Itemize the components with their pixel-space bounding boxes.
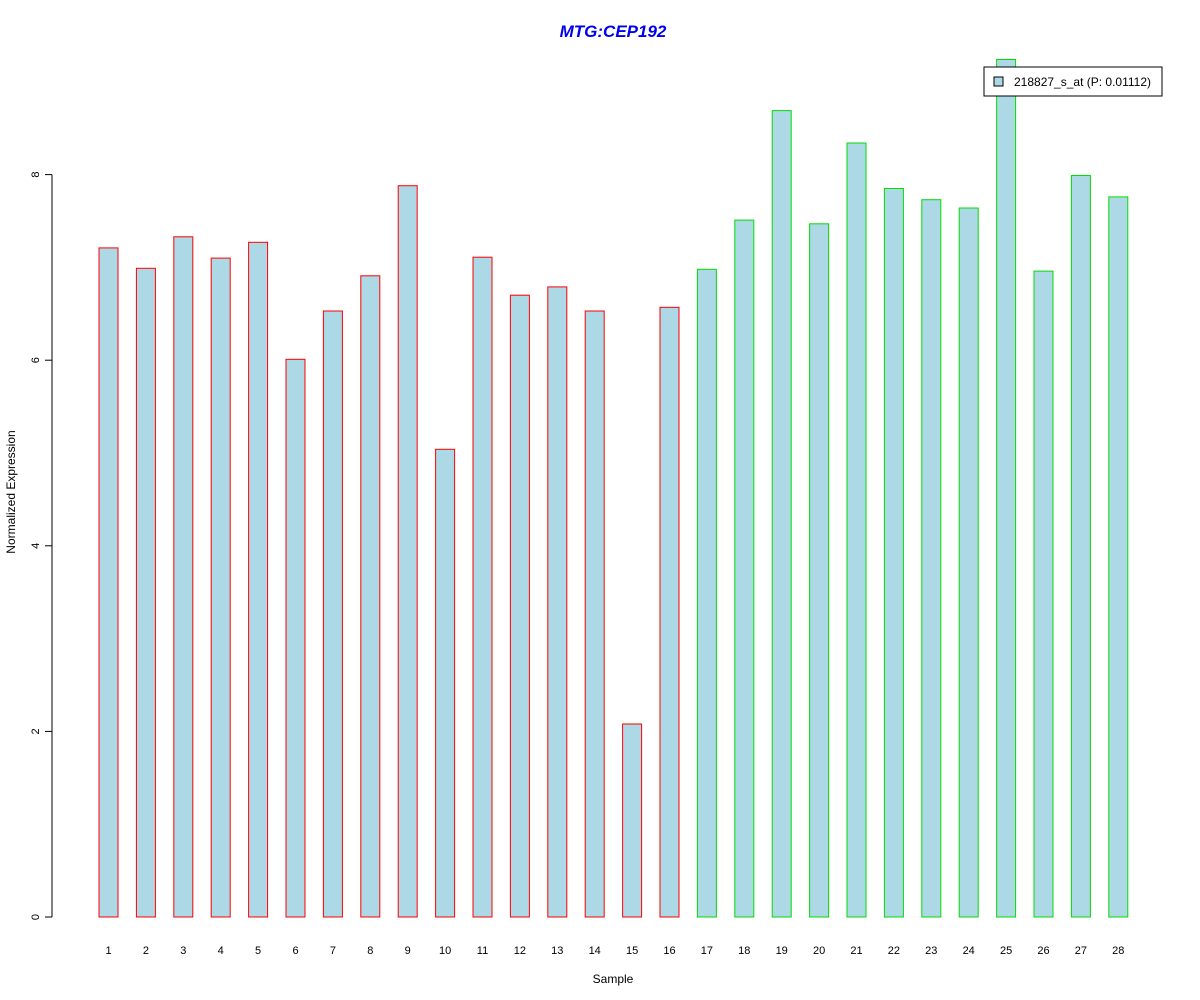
y-tick-label: 2: [30, 728, 42, 734]
x-tick-label: 1: [105, 945, 111, 957]
bar-sample-7: [322, 310, 343, 918]
bars-group: [98, 59, 1129, 918]
bar-sample-24: [958, 207, 979, 918]
x-tick-label: 23: [925, 945, 937, 957]
bar-sample-28: [1108, 196, 1129, 918]
bar-sample-12: [509, 294, 530, 918]
x-tick-label: 25: [1000, 945, 1012, 957]
x-tick-label: 17: [701, 945, 713, 957]
y-tick-label: 6: [30, 357, 42, 363]
y-tick-label: 0: [30, 914, 42, 920]
x-tick-label: 7: [330, 945, 336, 957]
x-tick-label: 16: [663, 945, 675, 957]
x-tick-label: 21: [850, 945, 862, 957]
x-tick-label: 19: [776, 945, 788, 957]
y-axis: 0 2 4 6 8: [30, 172, 53, 920]
bar-sample-8: [360, 275, 381, 918]
bar-sample-13: [547, 286, 568, 918]
bar-sample-9: [397, 185, 418, 918]
x-tick-label: 14: [589, 945, 601, 957]
bar-sample-4: [210, 257, 231, 918]
x-tick-label: 4: [218, 945, 224, 957]
x-tick-label: 26: [1037, 945, 1049, 957]
bar-sample-6: [285, 358, 306, 918]
chart-title: MTG:CEP192: [560, 22, 667, 41]
bar-sample-5: [248, 241, 269, 918]
x-tick-label: 15: [626, 945, 638, 957]
legend-label: 218827_s_at (P: 0.01112): [1014, 75, 1151, 89]
legend-box: [983, 66, 1163, 97]
bar-sample-1: [98, 247, 119, 918]
bar-sample-17: [696, 268, 717, 918]
bar-sample-2: [135, 267, 156, 918]
bar-sample-14: [584, 310, 605, 918]
x-tick-label: 27: [1075, 945, 1087, 957]
bar-sample-20: [809, 223, 830, 918]
legend: 218827_s_at (P: 0.01112): [983, 66, 1163, 97]
y-tick-label: 4: [30, 543, 42, 549]
bar-sample-21: [846, 142, 867, 918]
bar-sample-11: [472, 256, 493, 918]
x-tick-label: 9: [405, 945, 411, 957]
bar-sample-18: [734, 219, 755, 918]
x-tick-label: 22: [888, 945, 900, 957]
x-tick-label: 18: [738, 945, 750, 957]
x-tick-label: 28: [1112, 945, 1124, 957]
x-tick-label: 12: [514, 945, 526, 957]
x-tick-label: 24: [963, 945, 975, 957]
bar-sample-22: [883, 188, 904, 918]
x-tick-label: 3: [180, 945, 186, 957]
y-tick-label: 8: [30, 172, 42, 178]
bar-sample-19: [771, 110, 792, 918]
legend-swatch: [993, 76, 1004, 87]
x-tick-label: 13: [551, 945, 563, 957]
bar-sample-23: [921, 199, 942, 918]
bar-sample-10: [435, 448, 456, 918]
bar-sample-27: [1070, 175, 1091, 918]
bar-sample-16: [659, 306, 680, 918]
x-axis-labels: 1 2 3 4 5 6 7 8 9 10 11 12 13 14 15 16 17 18 19 20 21 22 23 24 2…: [105, 945, 1124, 957]
x-tick-label: 20: [813, 945, 825, 957]
x-tick-label: 5: [255, 945, 261, 957]
x-tick-label: 6: [292, 945, 298, 957]
bar-sample-25: [996, 59, 1017, 918]
bar-sample-3: [173, 236, 194, 918]
x-tick-label: 2: [143, 945, 149, 957]
bar-sample-26: [1033, 270, 1054, 918]
y-axis-title: Normalized Expression: [4, 430, 18, 553]
x-tick-label: 8: [367, 945, 373, 957]
x-tick-label: 11: [477, 945, 488, 957]
bar-sample-15: [622, 723, 643, 918]
x-tick-label: 10: [439, 945, 451, 957]
x-axis-title: Sample: [593, 972, 634, 986]
